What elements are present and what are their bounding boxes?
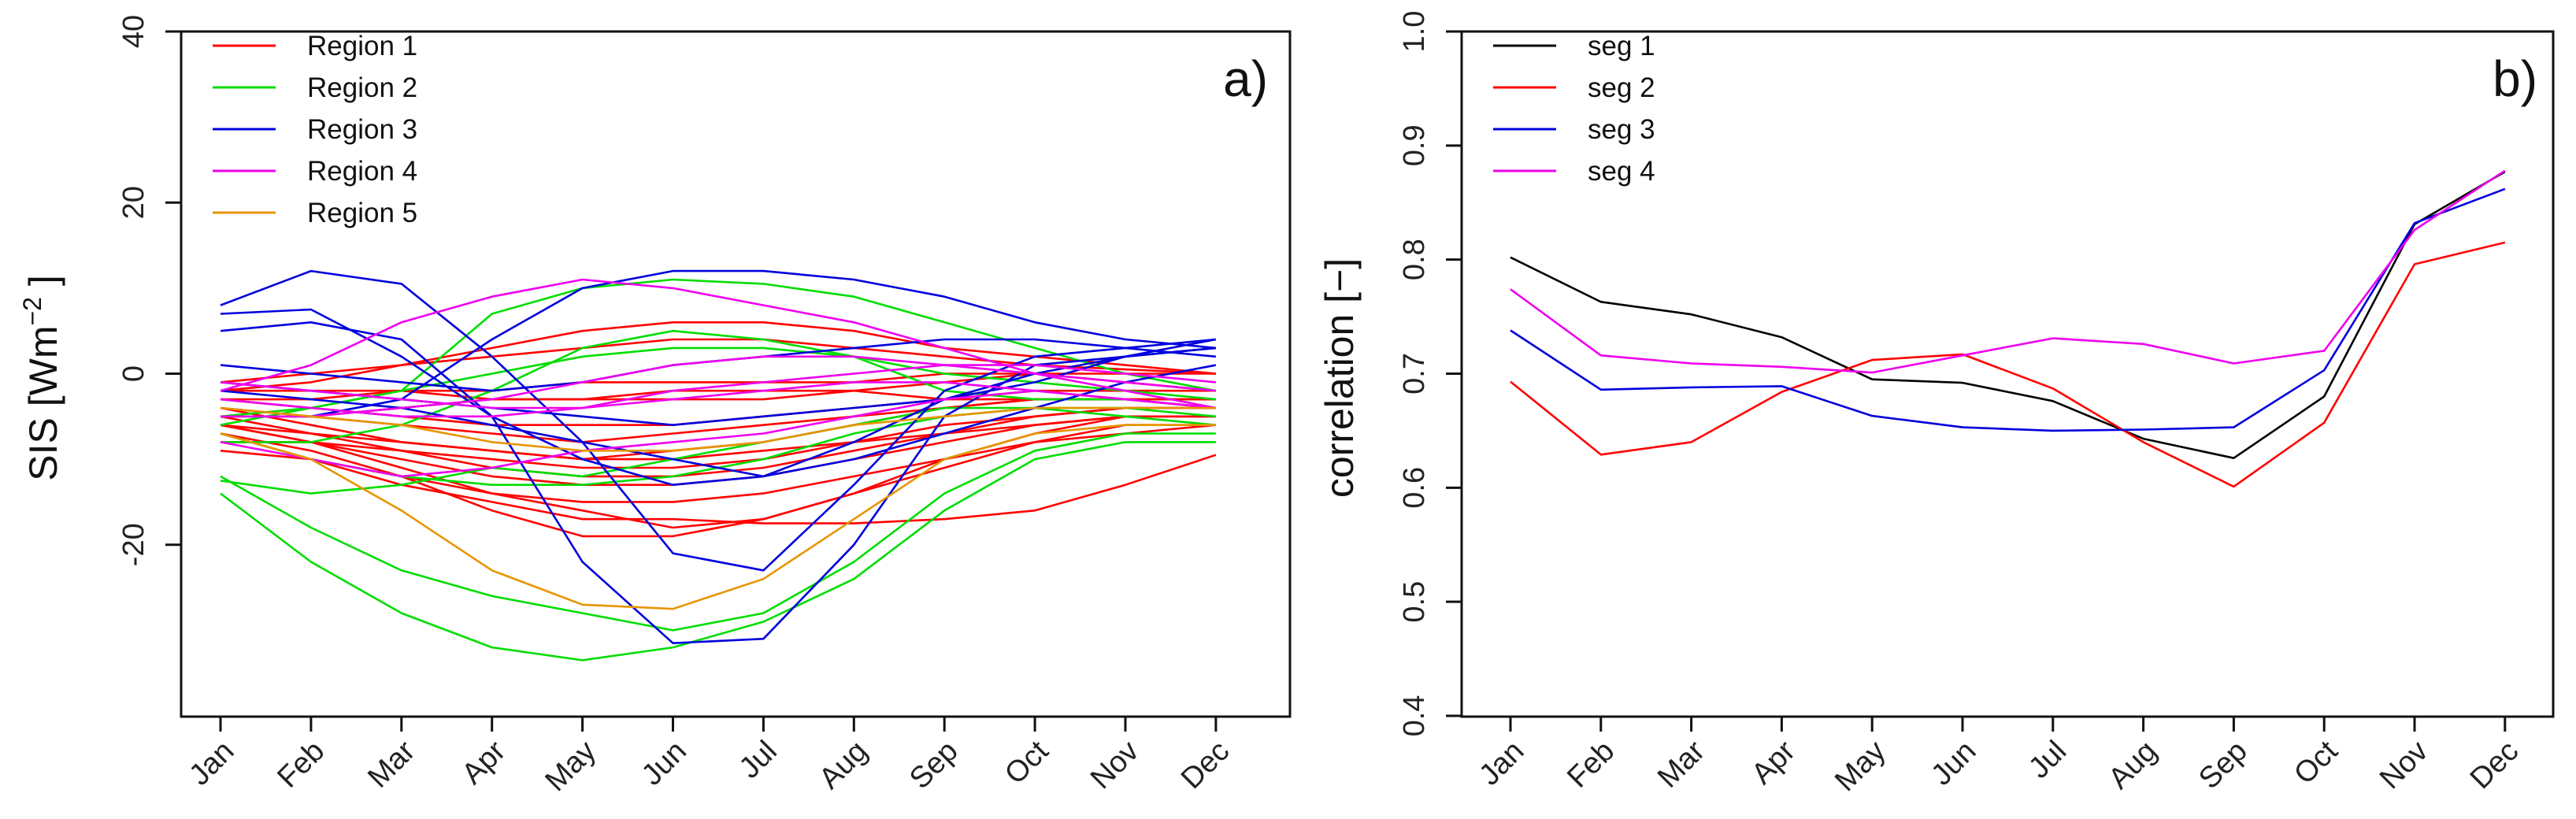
panel-label-b: b) xyxy=(2493,50,2537,107)
y-tick-label: 0.7 xyxy=(1398,353,1431,395)
series-line-region-3 xyxy=(220,269,1217,572)
legend-label: Region 5 xyxy=(307,198,417,228)
x-tick-label: Sep xyxy=(2192,735,2254,796)
x-axis-b: Jan Feb Mar Apr May Jun Jul Aug Sep Oct Nov Dec xyxy=(1473,716,2525,798)
x-tick-label: Feb xyxy=(1561,735,1621,795)
x-tick-label: Dec xyxy=(2464,735,2525,795)
series-line-region-2 xyxy=(220,441,1216,662)
series-line-seg-4 xyxy=(1510,169,2506,374)
series-line-seg-1 xyxy=(1510,170,2506,460)
legend-b: seg 1 seg 2 seg 3 seg 4 xyxy=(1493,31,1655,187)
x-axis-a: Jan Feb Mar Apr May Jun Jul Aug Sep Oct Nov Dec xyxy=(183,716,1236,798)
x-tick-label: Nov xyxy=(2374,735,2434,795)
panel-label-a: a) xyxy=(1223,50,1268,107)
x-tick-label: Jan xyxy=(1473,735,1530,792)
y-axis-title-a: SIS [Wm−2 ] xyxy=(18,275,65,481)
x-tick-label: Aug xyxy=(813,735,874,796)
x-tick-label: Apr xyxy=(1745,735,1802,791)
series-line-region-1 xyxy=(220,406,1216,461)
x-tick-label: May xyxy=(539,735,602,798)
legend-label: Region 1 xyxy=(307,31,417,61)
y-tick-label: 0.4 xyxy=(1398,695,1431,737)
series-group-a xyxy=(220,269,1217,662)
legend-label: seg 1 xyxy=(1588,31,1655,61)
y-axis-a: -20 0 20 40 xyxy=(117,15,181,566)
series-group-b xyxy=(1510,169,2506,488)
series-line-region-3 xyxy=(220,308,1217,487)
series-line-region-3 xyxy=(220,364,1217,478)
x-tick-label: Jun xyxy=(636,735,693,792)
legend-label: seg 3 xyxy=(1588,114,1655,145)
x-tick-label: Oct xyxy=(2288,734,2344,791)
series-line-region-1 xyxy=(221,372,1216,401)
series-line-region-1 xyxy=(220,321,1217,392)
x-tick-label: Apr xyxy=(456,735,513,791)
y-axis-title-b: correlation [−] xyxy=(1318,258,1362,498)
x-tick-label: Jan xyxy=(183,735,240,792)
series-line-region-2 xyxy=(220,432,1216,632)
x-tick-label: Jul xyxy=(733,735,784,785)
legend-label: Region 4 xyxy=(307,156,417,187)
x-tick-label: Jun xyxy=(1925,735,1982,792)
series-line-region-4 xyxy=(220,381,1217,410)
y-tick-label: 0.5 xyxy=(1398,581,1431,623)
series-line-region-1 xyxy=(220,406,1216,478)
y-tick-label: -20 xyxy=(117,523,150,566)
series-line-region-1 xyxy=(221,415,1216,469)
series-line-region-5 xyxy=(220,424,1216,610)
series-line-region-3 xyxy=(221,269,1217,418)
y-tick-label: 20 xyxy=(117,186,150,219)
x-tick-label: Jul xyxy=(2022,735,2073,785)
legend-label: Region 2 xyxy=(307,72,417,103)
y-tick-label: 1.0 xyxy=(1398,11,1431,53)
x-tick-label: Mar xyxy=(1651,735,1711,795)
x-tick-label: Dec xyxy=(1175,735,1236,795)
series-line-region-4 xyxy=(221,355,1217,418)
x-tick-label: Nov xyxy=(1084,735,1145,795)
panel-a: -20 0 20 40 Jan Feb Mar Apr May Jun Jul Aug Sep Oct N… xyxy=(18,15,1292,798)
x-tick-label: May xyxy=(1829,735,1892,798)
legend-label: seg 4 xyxy=(1588,156,1655,187)
panel-b: 0.4 0.5 0.6 0.7 0.8 0.9 1.0 Jan Feb Mar Apr May Jun… xyxy=(1318,11,2555,798)
series-line-region-1 xyxy=(220,415,1216,529)
series-line-seg-3 xyxy=(1510,187,2506,432)
series-line-region-2 xyxy=(221,329,1217,443)
y-tick-label: 0 xyxy=(117,365,150,382)
series-line-region-5 xyxy=(220,406,1216,452)
series-line-region-3 xyxy=(220,321,1217,645)
series-line-region-4 xyxy=(220,364,1217,418)
y-tick-label: 0.8 xyxy=(1398,239,1431,280)
legend-label: seg 2 xyxy=(1588,72,1655,103)
x-tick-label: Feb xyxy=(271,735,331,795)
y-tick-label: 0.9 xyxy=(1398,124,1431,166)
series-line-region-4 xyxy=(220,278,1217,392)
legend-a: Region 1 Region 2 Region 3 Region 4 Region 5 xyxy=(213,31,417,228)
series-line-seg-2 xyxy=(1510,241,2506,488)
x-tick-label: Oct xyxy=(999,734,1055,791)
y-tick-label: 0.6 xyxy=(1398,467,1431,509)
legend-label: Region 3 xyxy=(307,114,417,145)
x-tick-label: Sep xyxy=(903,735,965,796)
series-line-region-1 xyxy=(220,432,1217,524)
series-line-region-1 xyxy=(220,424,1216,538)
series-line-region-2 xyxy=(220,406,1217,495)
series-line-region-2 xyxy=(220,278,1217,426)
x-tick-label: Mar xyxy=(361,735,421,795)
y-tick-label: 40 xyxy=(117,15,150,48)
x-tick-label: Aug xyxy=(2103,735,2164,796)
y-axis-b: 0.4 0.5 0.6 0.7 0.8 0.9 1.0 xyxy=(1398,11,1462,737)
